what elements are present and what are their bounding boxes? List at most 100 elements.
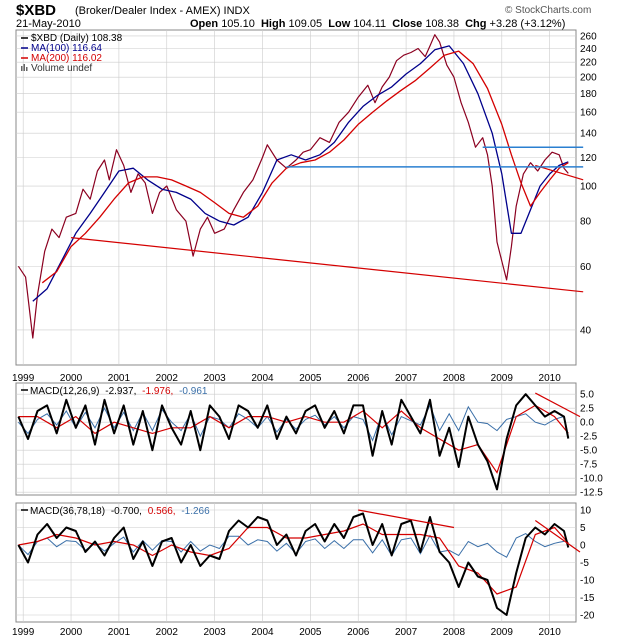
price-y-tick-label: 220 (580, 58, 597, 69)
x-tick-label: 2002 (156, 627, 179, 638)
price-y-tick-label: 260 (580, 31, 597, 42)
x-tick-label: 2005 (299, 627, 322, 638)
macd2-y-tick-label: 10 (580, 506, 592, 517)
macd1-y-tick-label: -7.5 (580, 460, 598, 471)
price-trendline (70, 237, 584, 293)
macd2-signal-value: 0.566, (148, 506, 176, 517)
macd2-legend-text: MACD(36,78,18) -0.700, 0.566, -1.266 (30, 506, 210, 517)
macd2-hist-value: -1.266 (181, 506, 210, 517)
x-tick-label: 2006 (347, 627, 370, 638)
price-panel-frame (15, 29, 577, 366)
price-legend: $XBD (Daily) 108.38 MA(100) 116.64 MA(20… (21, 33, 123, 74)
macd1-label: MACD(12,26,9) (30, 386, 99, 397)
macd1-signal-value: -1.976, (142, 386, 173, 397)
price-y-tick-label: 40 (580, 325, 592, 336)
x-tick-label: 2009 (491, 627, 514, 638)
x-tick-label: 2007 (395, 627, 418, 638)
x-tick-label: 2001 (108, 627, 131, 638)
macd1-legend: MACD(12,26,9) -2.937, -1.976, -0.961 (21, 386, 208, 397)
x-tick-label: 2003 (204, 373, 227, 384)
ma100-legend-label: MA(100) 116.64 (31, 43, 102, 54)
open-value: 105.10 (221, 18, 255, 30)
data-series (17, 34, 584, 616)
x-tick-label: 2001 (108, 373, 131, 384)
price-y-tick-label: 120 (580, 153, 597, 164)
x-tick-label: 2005 (299, 373, 322, 384)
x-tick-label: 2008 (443, 373, 466, 384)
grid-lines (16, 30, 576, 622)
macd2-y-tick-label: -20 (580, 611, 595, 622)
x-tick-label: 2009 (491, 373, 514, 384)
macd2-label: MACD(36,78,18) (30, 506, 105, 517)
macd1-y-tick-label: 0.0 (580, 418, 594, 429)
price-y-tick-label: 160 (580, 108, 597, 119)
price-y-tick-label: 180 (580, 89, 597, 100)
macd2-y-tick-label: -15 (580, 593, 595, 604)
macd1-y-tick-label: 5.0 (580, 390, 594, 401)
macd2-y-tick-label: -5 (580, 558, 589, 569)
macd1-y-tick-label: -5.0 (580, 446, 598, 457)
macd1-y-tick-label: -10.0 (580, 474, 603, 485)
price-y-tick-label: 140 (580, 129, 597, 140)
chg-label: Chg (465, 18, 487, 30)
date-label: 21-May-2010 (16, 18, 81, 30)
x-tick-label: 2010 (539, 627, 562, 638)
volume-legend-label: Volume undef (31, 63, 92, 74)
ma200-legend-label: MA(200) 116.02 (31, 53, 102, 64)
macd1-trendline (535, 392, 581, 418)
x-tick-label: 2010 (539, 373, 562, 384)
price-y-tick-label: 200 (580, 73, 597, 84)
ma100-series-line (32, 45, 569, 302)
volume-bars-icon (21, 64, 28, 71)
price-y-tick-label: 100 (580, 182, 597, 193)
macd2-y-tick-label: -10 (580, 576, 595, 587)
low-label: Low (328, 18, 351, 30)
ohlc-readout: Open 105.10 High 109.05 Low 104.11 Close… (190, 18, 565, 30)
close-label: Close (392, 18, 423, 30)
macd2-legend: MACD(36,78,18) -0.700, 0.566, -1.266 (21, 506, 210, 517)
macd2-signal-line (18, 523, 569, 595)
x-tick-label: 2000 (60, 627, 83, 638)
macd2-trendline (358, 509, 455, 529)
panel-frames (15, 29, 577, 623)
x-tick-label: 1999 (12, 627, 35, 638)
symbol-description: (Broker/Dealer Index - AMEX) INDX (75, 5, 250, 17)
x-tick-label: 2004 (251, 627, 274, 638)
x-tick-label: 2003 (204, 627, 227, 638)
macd1-y-tick-label: 2.5 (580, 404, 594, 415)
macd1-macd-line (17, 393, 570, 491)
high-label: High (260, 18, 286, 30)
symbol-title: $XBD (16, 2, 57, 19)
x-tick-label: 2008 (443, 627, 466, 638)
price-y-tick-label: 60 (580, 262, 592, 273)
high-value: 109.05 (288, 18, 323, 30)
macd2-y-tick-label: 0 (580, 541, 586, 552)
macd1-y-tick-label: -2.5 (580, 432, 598, 443)
x-tick-label: 2006 (347, 373, 370, 384)
macd2-y-tick-label: 5 (580, 523, 586, 534)
x-tick-label: 2000 (60, 373, 83, 384)
macd2-trendline (534, 520, 581, 553)
open-label: Open (190, 18, 219, 30)
price-legend-label: $XBD (Daily) 108.38 (31, 33, 123, 44)
macd2-macd-line (17, 512, 570, 616)
x-tick-label: 2004 (251, 373, 274, 384)
macd1-panel-frame (15, 382, 577, 496)
x-tick-label: 2007 (395, 373, 418, 384)
macd1-y-tick-label: -12.5 (580, 488, 603, 499)
macd1-value: -2.937, (105, 386, 136, 397)
ma200-series-line (41, 50, 569, 284)
close-value: 108.38 (425, 18, 459, 30)
x-tick-label: 1999 (12, 373, 35, 384)
low-value: 104.11 (353, 18, 387, 30)
price-y-tick-label: 240 (580, 44, 597, 55)
price-trendline (535, 164, 584, 181)
x-tick-label: 2002 (156, 373, 179, 384)
price-series-line (17, 34, 569, 339)
chg-value: +3.28 (+3.12%) (489, 18, 566, 30)
price-y-tick-label: 80 (580, 217, 592, 228)
macd2-value: -0.700, (111, 506, 142, 517)
stockcharts-credit: © StockCharts.com (505, 5, 592, 16)
